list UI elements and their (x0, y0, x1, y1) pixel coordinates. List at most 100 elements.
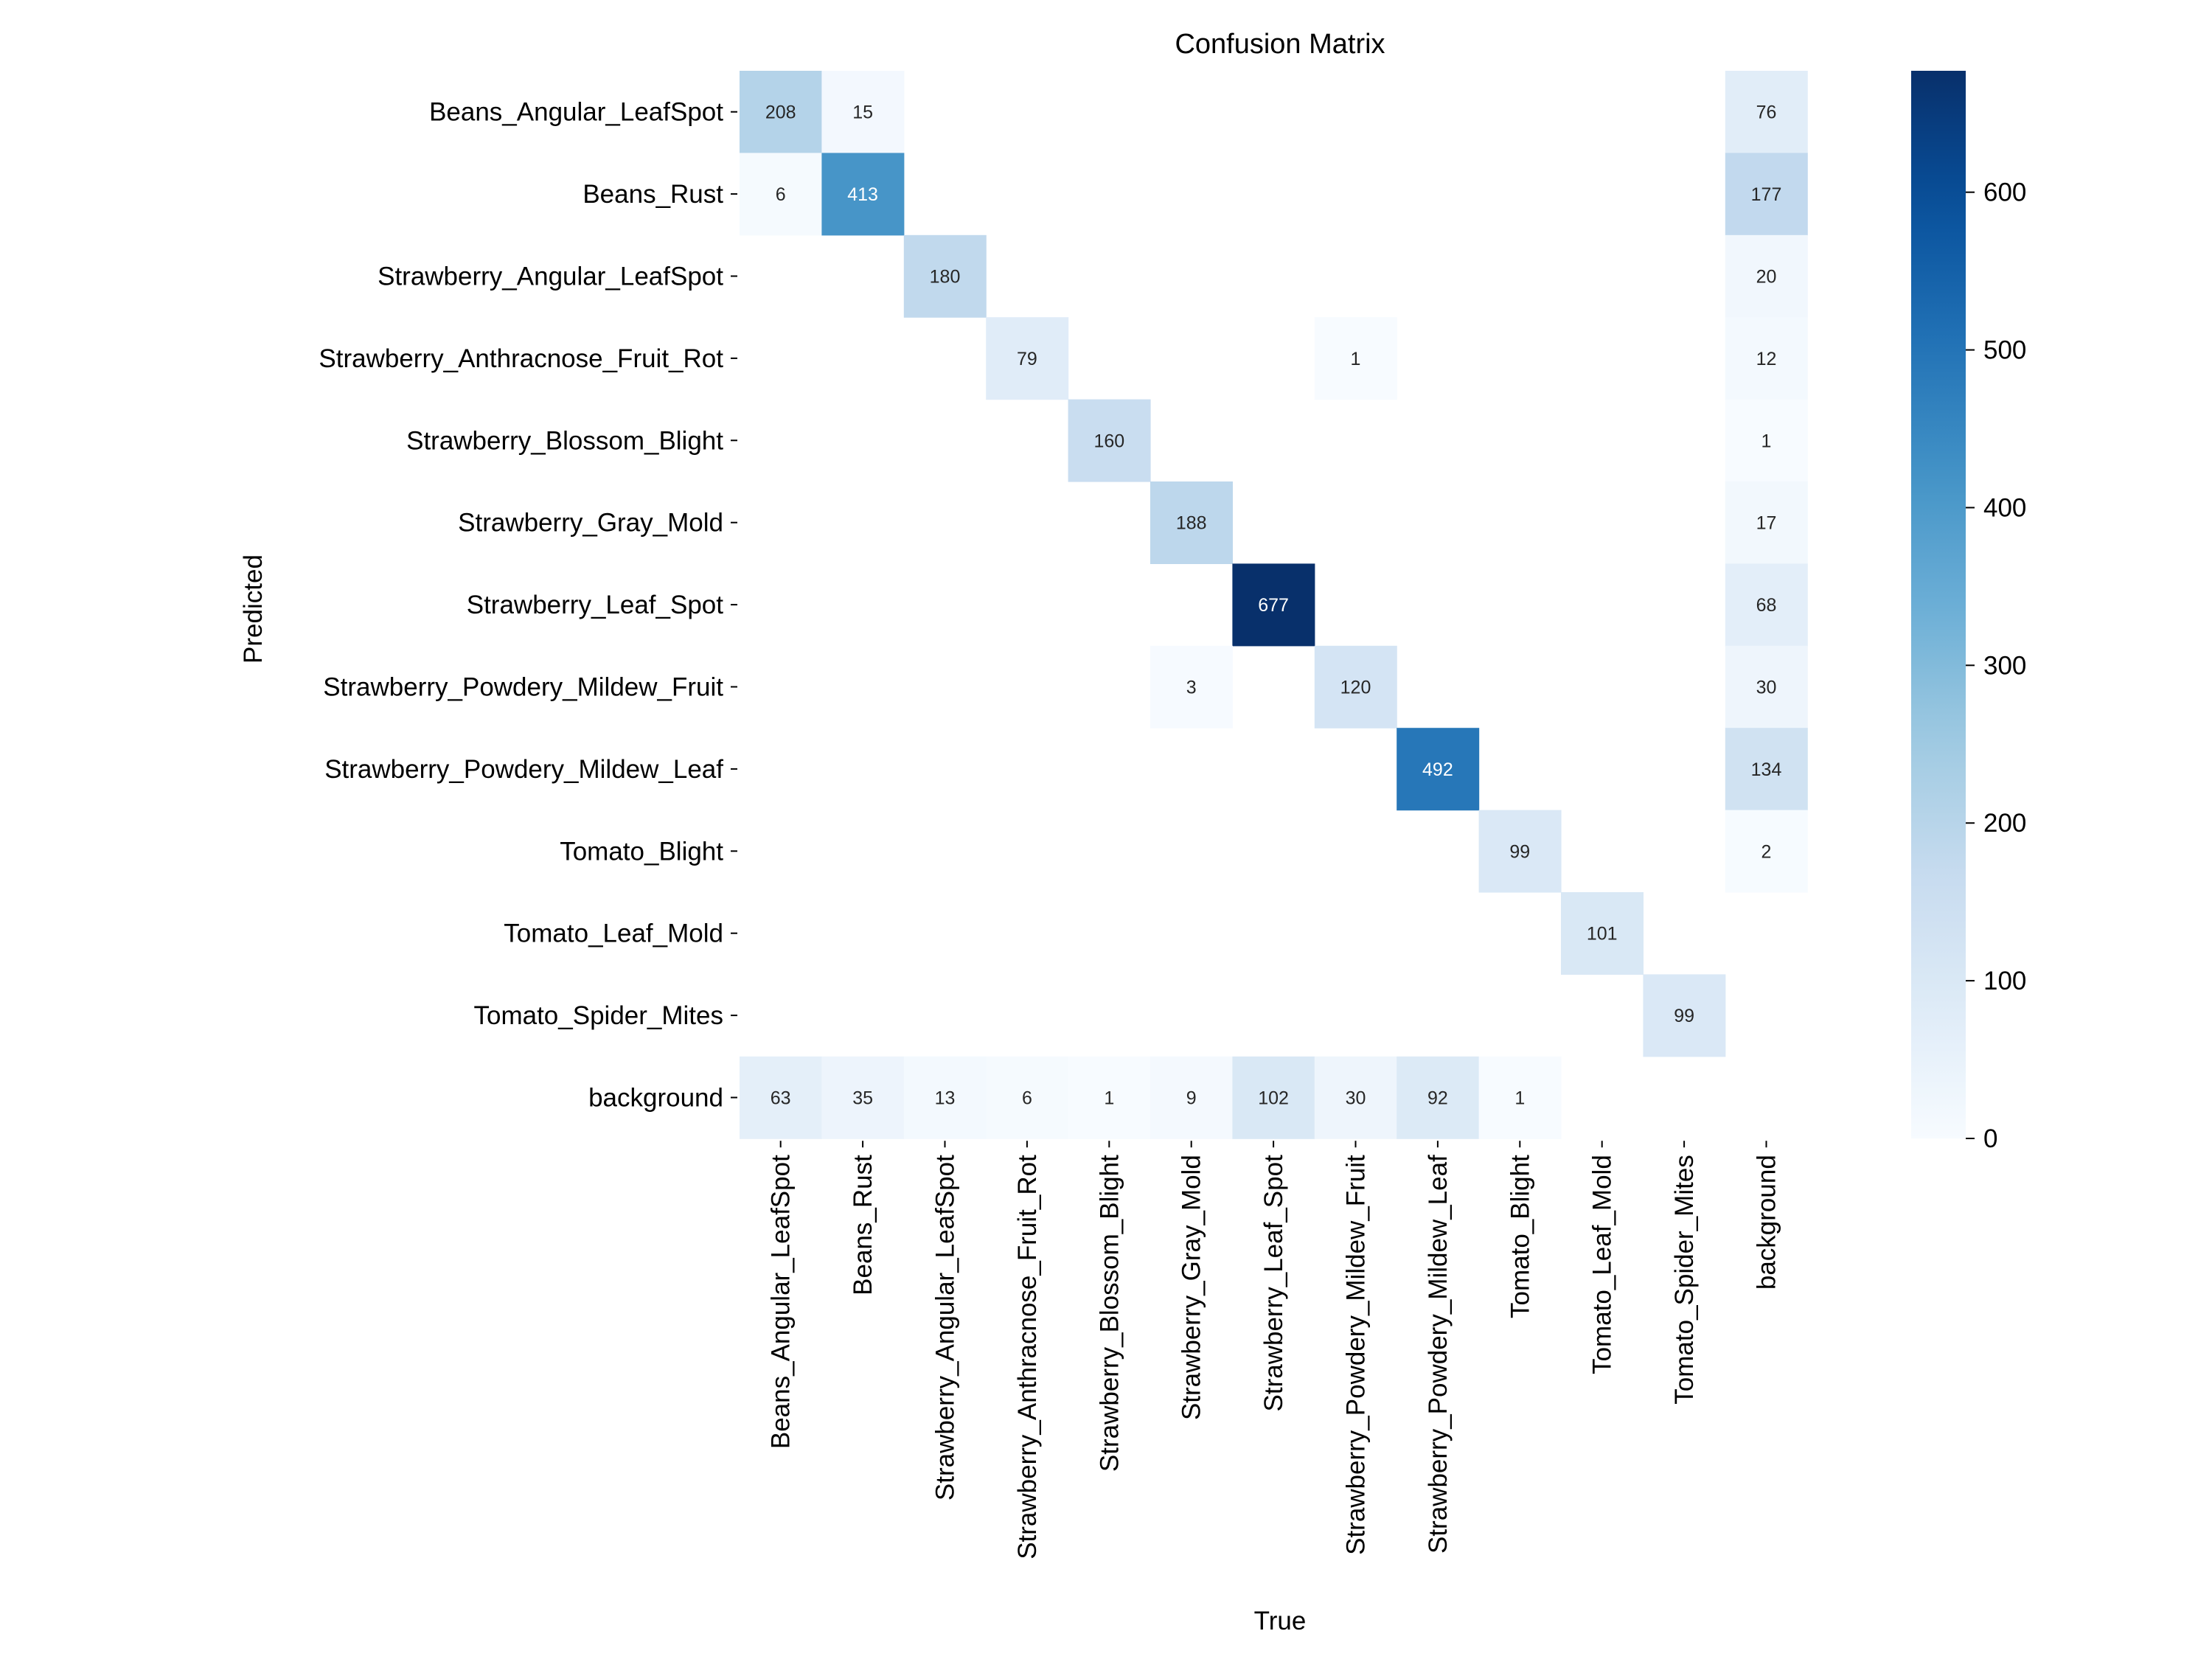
cell-value-label: 101 (1587, 924, 1618, 945)
y-tick-label: Strawberry_Anthracnose_Fruit_Rot (319, 344, 723, 373)
x-axis-ticks: Beans_Angular_LeafSpot Beans_Rust Strawber… (767, 1141, 1781, 1559)
x-tick-label: Strawberry_Anthracnose_Fruit_Rot (1013, 1155, 1042, 1559)
cell-value-label: 20 (1756, 267, 1777, 288)
heatmap-cell (1314, 645, 1397, 728)
y-tick-label: Strawberry_Gray_Mold (458, 509, 723, 538)
x-tick-label: Strawberry_Powdery_Mildew_Fruit (1342, 1155, 1371, 1555)
heatmap-cell (740, 1056, 822, 1139)
cell-value-label: 13 (935, 1088, 956, 1109)
cell-value-label: 99 (1509, 841, 1530, 862)
cell-value-label: 677 (1258, 595, 1289, 616)
cell-value-label: 6 (776, 184, 786, 205)
x-tick-label: Beans_Angular_LeafSpot (767, 1155, 796, 1449)
cell-value-label: 1 (1351, 349, 1361, 369)
heatmap-cell (1725, 71, 1808, 153)
y-tick-label: Tomato_Blight (560, 837, 723, 866)
heatmap-cell (1314, 317, 1397, 400)
cell-value-label: 492 (1422, 759, 1453, 780)
heatmap-cell (1232, 563, 1315, 647)
heatmap-cell (1725, 153, 1808, 236)
cell-value-label: 79 (1017, 349, 1037, 369)
heatmap-cell (1314, 1056, 1397, 1139)
heatmap-cell (1725, 234, 1808, 318)
cell-value-label: 68 (1756, 595, 1777, 616)
colorbar-tick-label: 400 (1983, 493, 2026, 522)
x-tick-label: Strawberry_Blossom_Blight (1095, 1155, 1124, 1472)
cell-value-label: 6 (1022, 1088, 1032, 1109)
colorbar-tick-label: 600 (1983, 178, 2026, 207)
x-tick-label: Strawberry_Gray_Mold (1178, 1155, 1206, 1420)
heatmap-cell (1068, 1056, 1151, 1139)
heatmap-cell (903, 1056, 987, 1139)
x-tick-label: background (1753, 1155, 1781, 1290)
y-tick-label: Beans_Angular_LeafSpot (429, 98, 723, 127)
colorbar-tick-label: 0 (1983, 1124, 1997, 1153)
y-tick-label: Beans_Rust (582, 180, 723, 209)
colorbar (1911, 71, 1966, 1138)
heatmap-cell (821, 1056, 905, 1139)
cell-value-label: 134 (1751, 759, 1782, 780)
cell-value-label: 177 (1751, 184, 1782, 205)
heatmap-cell (1725, 563, 1808, 647)
y-tick-label: Strawberry_Blossom_Blight (406, 426, 723, 455)
chart-title: Confusion Matrix (1175, 29, 1385, 60)
y-axis-label: Predicted (239, 554, 268, 664)
heatmap-cell (1725, 399, 1808, 482)
heatmap-cell (1397, 728, 1480, 811)
cell-value-label: 1 (1514, 1088, 1525, 1109)
heatmap-cell (1150, 481, 1233, 564)
cell-value-label: 63 (771, 1088, 791, 1109)
heatmap-cell (1068, 399, 1151, 482)
heatmap-cell (1725, 645, 1808, 728)
heatmap-cell (986, 1056, 1069, 1139)
heatmap-cell (1725, 317, 1808, 400)
heatmap-cell (1397, 1056, 1480, 1139)
cell-value-label: 30 (1346, 1088, 1366, 1109)
x-axis-label: True (1254, 1607, 1307, 1635)
heatmap-cell (1725, 810, 1808, 893)
y-tick-label: Tomato_Leaf_Mold (504, 919, 723, 948)
cell-value-label: 99 (1674, 1006, 1694, 1026)
y-tick-label: background (588, 1084, 723, 1113)
y-tick-label: Strawberry_Powdery_Mildew_Leaf (324, 755, 723, 784)
heatmap-cell (1725, 481, 1808, 564)
cell-value-label: 102 (1258, 1088, 1289, 1109)
y-axis-ticks: Beans_Angular_LeafSpot Beans_Rust Strawber… (319, 98, 737, 1113)
cell-value-label: 17 (1756, 513, 1777, 534)
cell-value-label: 12 (1756, 349, 1777, 369)
cell-value-label: 1 (1104, 1088, 1114, 1109)
cell-value-label: 2 (1761, 841, 1772, 862)
cell-value-label: 76 (1756, 102, 1777, 123)
x-tick-label: Tomato_Spider_Mites (1670, 1155, 1699, 1405)
heatmap-cell (821, 71, 905, 153)
x-tick-label: Tomato_Blight (1506, 1155, 1534, 1318)
heatmap-cell (1725, 728, 1808, 811)
cell-value-label: 9 (1186, 1088, 1197, 1109)
cell-value-label: 1 (1761, 431, 1772, 451)
colorbar-tick-label: 200 (1983, 809, 2026, 838)
cell-value-label: 180 (930, 267, 961, 288)
heatmap-cell (740, 71, 822, 153)
heatmap-cell (1150, 1056, 1233, 1139)
y-tick-label: Strawberry_Angular_LeafSpot (378, 262, 723, 291)
heatmap-cell (1150, 645, 1233, 728)
cell-value-label: 92 (1427, 1088, 1448, 1109)
heatmap-cell (821, 153, 905, 236)
y-tick-label: Strawberry_Leaf_Spot (467, 591, 724, 619)
heatmap-cell (986, 317, 1069, 400)
cell-value-label: 15 (852, 102, 873, 123)
y-tick-label: Strawberry_Powdery_Mildew_Fruit (323, 673, 723, 702)
colorbar-tick-label: 500 (1983, 336, 2026, 365)
x-tick-label: Strawberry_Leaf_Spot (1259, 1155, 1288, 1412)
heatmap-cell (740, 153, 822, 236)
cell-value-label: 160 (1093, 431, 1124, 451)
x-tick-label: Strawberry_Angular_LeafSpot (931, 1155, 960, 1500)
x-tick-label: Beans_Rust (849, 1155, 877, 1295)
cell-value-label: 208 (765, 102, 796, 123)
cell-value-label: 188 (1176, 513, 1207, 534)
heatmap-cell (1478, 1056, 1562, 1139)
x-tick-label: Tomato_Leaf_Mold (1588, 1155, 1617, 1374)
colorbar-ticks: 0 100 200 300 400 500 600 (1966, 178, 2026, 1153)
